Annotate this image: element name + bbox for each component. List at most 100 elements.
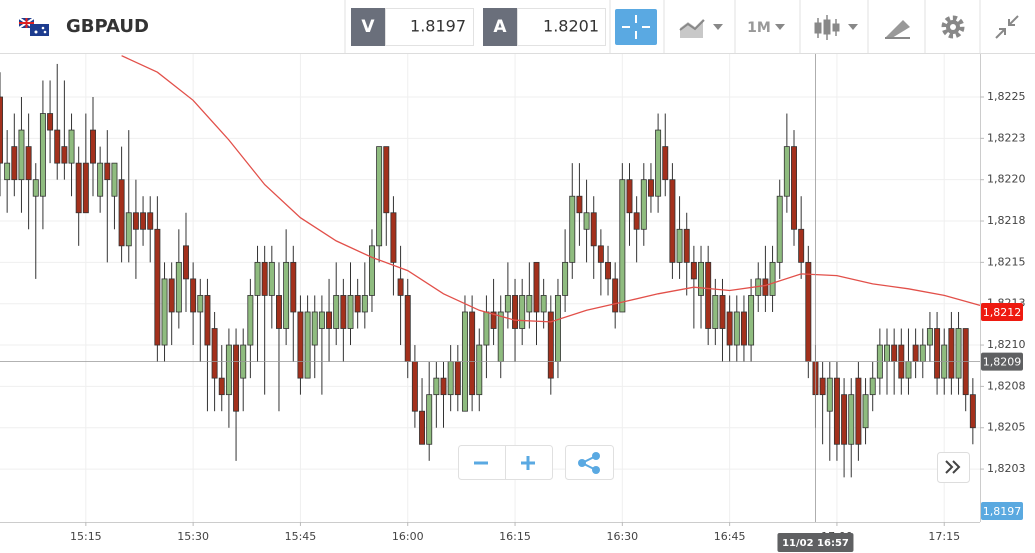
candle-body bbox=[504, 295, 511, 313]
candle-body bbox=[526, 295, 533, 313]
candle-body bbox=[0, 96, 3, 164]
drawing-button[interactable] bbox=[885, 20, 910, 39]
candle-body bbox=[390, 212, 397, 263]
candle-body bbox=[354, 295, 361, 313]
candle-body bbox=[233, 344, 240, 412]
price-tag-box bbox=[981, 302, 1023, 321]
candle-body bbox=[798, 228, 805, 263]
x-tick-label: 15:15 bbox=[70, 530, 102, 543]
candle-body bbox=[469, 311, 476, 396]
candle-body bbox=[433, 377, 440, 396]
zoom-in[interactable] bbox=[521, 456, 535, 470]
price-tag-box bbox=[981, 352, 1023, 371]
candle-body bbox=[147, 212, 154, 230]
candle-body bbox=[168, 278, 175, 313]
ask-label: A bbox=[493, 17, 507, 37]
candle-body bbox=[118, 179, 125, 247]
share-button[interactable] bbox=[565, 445, 614, 480]
candle-body bbox=[397, 278, 404, 296]
candle-body bbox=[211, 328, 218, 379]
candle-body bbox=[161, 278, 168, 346]
collapse-button[interactable] bbox=[995, 15, 1019, 39]
candle-body bbox=[276, 295, 282, 329]
candle-body bbox=[361, 295, 368, 313]
candle-body bbox=[712, 295, 719, 329]
candle-body bbox=[125, 212, 132, 247]
candle-body bbox=[762, 278, 769, 296]
candle-body bbox=[140, 212, 147, 230]
candles-button[interactable] bbox=[814, 15, 858, 40]
price-tag-label: 1,8209 bbox=[983, 356, 1022, 369]
symbol: GBPAUD bbox=[66, 16, 149, 37]
candle-body bbox=[569, 195, 576, 263]
candle-body bbox=[4, 162, 11, 181]
price-tag-box bbox=[981, 502, 1023, 520]
candle-body bbox=[905, 361, 912, 379]
scroll-end-button[interactable] bbox=[937, 452, 970, 483]
crosshair-time-label: 11/02 16:57 bbox=[782, 538, 849, 549]
timeframe-arrow bbox=[775, 24, 785, 30]
candle-body bbox=[576, 195, 583, 214]
candle-body bbox=[776, 195, 783, 263]
candle-body bbox=[640, 179, 647, 230]
candle-body bbox=[669, 179, 676, 263]
bid-box bbox=[385, 8, 474, 46]
crosshair-time-box bbox=[777, 533, 854, 552]
candle-body bbox=[175, 261, 182, 313]
x-tick-label: 16:15 bbox=[499, 530, 531, 543]
x-tick-label: 16:00 bbox=[392, 530, 424, 543]
candle-body bbox=[698, 261, 704, 296]
moving-average-line bbox=[121, 55, 981, 323]
candle-body bbox=[54, 129, 61, 164]
crosshair-button[interactable] bbox=[615, 9, 657, 45]
ask-button[interactable] bbox=[483, 8, 517, 46]
candle-body bbox=[948, 328, 955, 379]
candle-body bbox=[204, 295, 211, 346]
bid-button[interactable] bbox=[351, 8, 385, 46]
timeframe[interactable]: 1M bbox=[747, 20, 771, 36]
candle-body bbox=[225, 344, 232, 396]
candle-body bbox=[190, 278, 197, 313]
candle-body bbox=[268, 261, 275, 296]
candle-body bbox=[690, 261, 697, 280]
y-tick-label: 1,8218 bbox=[987, 214, 1026, 227]
candle-body bbox=[261, 261, 268, 296]
candle-body bbox=[719, 295, 726, 329]
candle-body bbox=[676, 228, 683, 263]
candle-body bbox=[547, 311, 554, 379]
candle-body bbox=[197, 295, 204, 313]
candle-body bbox=[647, 179, 654, 197]
candle-body bbox=[655, 129, 662, 197]
candle-body bbox=[597, 245, 604, 263]
candle-body bbox=[39, 113, 46, 197]
chart-type-button[interactable] bbox=[679, 19, 723, 38]
candle-body bbox=[326, 311, 333, 329]
y-tick-label: 1,8210 bbox=[987, 338, 1026, 351]
candle-body bbox=[25, 146, 32, 181]
candle-body bbox=[440, 377, 447, 396]
y-tick-label: 1,8208 bbox=[987, 379, 1026, 392]
candle-body bbox=[111, 162, 118, 197]
candle-body bbox=[340, 295, 347, 329]
settings-button[interactable] bbox=[941, 15, 965, 39]
candle-body bbox=[311, 311, 318, 346]
grid bbox=[0, 54, 980, 522]
candle-body bbox=[819, 377, 826, 396]
candle-body bbox=[626, 179, 633, 214]
candle-body bbox=[454, 361, 461, 396]
candle-body bbox=[154, 228, 161, 346]
candle-body bbox=[926, 328, 933, 346]
candle-body bbox=[68, 129, 75, 164]
candle-body bbox=[490, 311, 497, 329]
candle-body bbox=[662, 146, 669, 181]
candle-body bbox=[683, 228, 690, 263]
candle-body bbox=[841, 394, 848, 445]
candle-body bbox=[590, 212, 597, 247]
candle-body bbox=[869, 377, 876, 396]
x-tick-label: 15:30 bbox=[177, 530, 209, 543]
candle-body bbox=[726, 311, 733, 346]
candle-body bbox=[90, 129, 96, 164]
candle-body bbox=[447, 361, 454, 396]
candle-body bbox=[519, 295, 526, 329]
